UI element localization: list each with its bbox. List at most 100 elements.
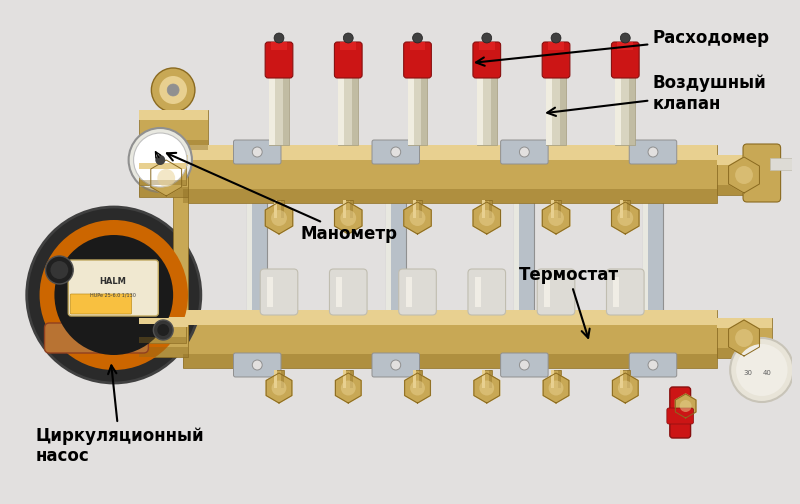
Text: HALM: HALM <box>99 278 126 286</box>
Circle shape <box>274 33 284 43</box>
Text: HUPe 25-6.0 1/130: HUPe 25-6.0 1/130 <box>90 292 136 297</box>
FancyBboxPatch shape <box>334 42 362 78</box>
Bar <box>489 370 492 388</box>
FancyBboxPatch shape <box>501 140 548 164</box>
Bar <box>475 277 481 307</box>
Bar <box>482 200 485 218</box>
Circle shape <box>730 338 794 402</box>
Bar <box>408 60 414 145</box>
FancyBboxPatch shape <box>330 269 367 315</box>
Bar <box>138 317 188 357</box>
Bar <box>482 200 492 218</box>
Bar <box>627 200 630 218</box>
Circle shape <box>648 147 658 157</box>
Circle shape <box>410 381 425 396</box>
Bar <box>350 370 354 388</box>
FancyBboxPatch shape <box>68 260 158 316</box>
Bar <box>269 60 289 145</box>
Circle shape <box>50 261 68 279</box>
Circle shape <box>134 133 187 187</box>
Bar <box>138 318 186 324</box>
Bar <box>477 60 483 145</box>
Circle shape <box>736 344 787 396</box>
Polygon shape <box>611 202 639 234</box>
Text: 40: 40 <box>762 370 771 376</box>
Bar <box>718 318 772 358</box>
Polygon shape <box>675 394 696 418</box>
Circle shape <box>391 147 401 157</box>
Bar <box>614 277 619 307</box>
Bar <box>422 60 427 145</box>
Bar <box>138 179 186 185</box>
FancyBboxPatch shape <box>234 353 281 377</box>
Circle shape <box>680 400 691 412</box>
Circle shape <box>519 147 530 157</box>
FancyBboxPatch shape <box>265 42 293 78</box>
Bar <box>343 370 346 388</box>
Circle shape <box>271 381 286 396</box>
FancyBboxPatch shape <box>743 144 781 202</box>
Bar <box>338 60 358 145</box>
Bar <box>620 200 630 218</box>
Bar <box>419 370 422 388</box>
Bar <box>548 42 564 50</box>
Bar <box>558 370 561 388</box>
Bar <box>138 318 186 343</box>
Circle shape <box>620 33 630 43</box>
FancyBboxPatch shape <box>70 294 131 314</box>
Bar <box>718 155 772 165</box>
Bar <box>551 200 554 218</box>
Circle shape <box>151 68 195 112</box>
Bar <box>183 353 718 368</box>
Bar <box>386 150 406 375</box>
Bar <box>267 277 273 307</box>
Circle shape <box>343 33 354 43</box>
Bar <box>544 277 550 307</box>
Circle shape <box>252 360 262 370</box>
Bar <box>615 60 635 145</box>
Bar <box>413 200 415 218</box>
Bar <box>271 42 287 50</box>
Bar <box>340 42 356 50</box>
Circle shape <box>271 210 287 226</box>
Bar <box>338 60 344 145</box>
Bar <box>138 110 208 120</box>
Bar <box>718 185 772 195</box>
FancyBboxPatch shape <box>398 269 436 315</box>
Circle shape <box>410 210 426 226</box>
Circle shape <box>548 210 564 226</box>
Bar <box>514 150 534 375</box>
Bar <box>630 60 635 145</box>
Circle shape <box>549 381 563 396</box>
FancyBboxPatch shape <box>404 42 431 78</box>
Bar <box>274 370 277 388</box>
FancyBboxPatch shape <box>606 269 644 315</box>
FancyBboxPatch shape <box>473 42 501 78</box>
FancyBboxPatch shape <box>260 269 298 315</box>
Bar <box>419 200 422 218</box>
Bar <box>350 200 354 218</box>
Polygon shape <box>542 202 570 234</box>
Circle shape <box>155 155 166 165</box>
Text: Воздушный
клапан: Воздушный клапан <box>547 74 766 116</box>
Bar <box>406 277 411 307</box>
Polygon shape <box>266 202 293 234</box>
FancyBboxPatch shape <box>630 353 677 377</box>
FancyBboxPatch shape <box>542 42 570 78</box>
Bar <box>283 60 289 145</box>
Bar <box>718 155 772 195</box>
Bar <box>183 310 718 368</box>
Circle shape <box>158 324 169 336</box>
Circle shape <box>341 381 356 396</box>
Polygon shape <box>405 373 430 403</box>
Polygon shape <box>729 320 759 356</box>
Circle shape <box>154 320 173 340</box>
Text: Термостат: Термостат <box>518 266 618 338</box>
Bar <box>413 370 422 388</box>
Circle shape <box>129 128 192 192</box>
Bar <box>138 155 188 165</box>
Bar <box>413 200 422 218</box>
Bar <box>247 150 252 375</box>
Polygon shape <box>150 160 182 196</box>
Bar <box>183 145 718 203</box>
